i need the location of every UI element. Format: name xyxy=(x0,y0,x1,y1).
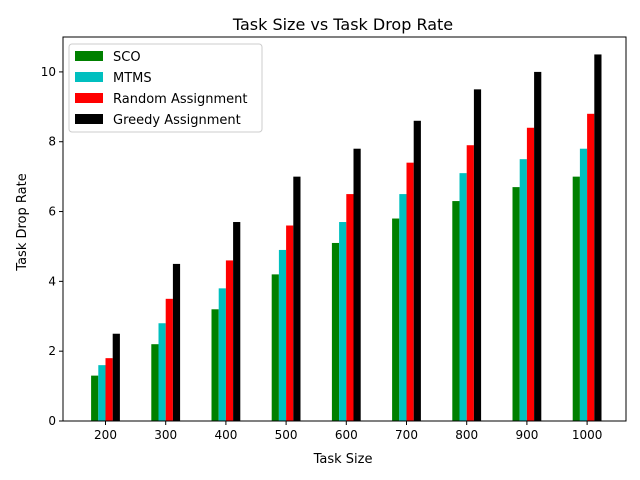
bar-greedy-assignment-700 xyxy=(413,120,421,421)
bar-greedy-assignment-400 xyxy=(233,222,241,421)
bar-random-assignment-1000 xyxy=(587,113,595,422)
legend-swatch-sco xyxy=(75,51,103,61)
y-tick-label-6: 6 xyxy=(48,205,56,219)
bar-greedy-assignment-300 xyxy=(172,263,181,421)
x-axis-label: Task Size xyxy=(313,452,373,467)
legend-label-random-assignment: Random Assignment xyxy=(113,92,248,107)
bar-random-assignment-700 xyxy=(406,162,414,422)
y-tick-label-2: 2 xyxy=(48,344,56,358)
bar-mtms-500 xyxy=(278,249,287,421)
bar-random-assignment-400 xyxy=(225,260,234,421)
bar-greedy-assignment-800 xyxy=(473,89,482,422)
x-tick-label-200: 200 xyxy=(94,428,117,442)
legend-label-sco: SCO xyxy=(113,50,141,65)
bar-mtms-600 xyxy=(339,222,347,421)
y-tick-label-0: 0 xyxy=(48,414,56,428)
bar-sco-800 xyxy=(452,201,460,421)
bar-mtms-900 xyxy=(519,159,527,421)
bar-sco-300 xyxy=(151,344,159,421)
axes-frame xyxy=(62,36,627,422)
x-tick-label-400: 400 xyxy=(214,428,237,442)
bar-random-assignment-600 xyxy=(346,194,354,421)
bar-sco-1000 xyxy=(572,176,580,421)
bar-mtms-200 xyxy=(98,365,106,421)
bar-sco-200 xyxy=(91,375,99,421)
bar-random-assignment-800 xyxy=(466,145,474,421)
y-tick-label-8: 8 xyxy=(48,135,56,149)
x-tick-label-900: 900 xyxy=(515,428,538,442)
plot-area: 200 300 400 500 600 700 800 900 1000 0 2 4 6 8 10 xyxy=(41,36,627,442)
bar-sco-500 xyxy=(271,274,279,421)
x-tick-label-700: 700 xyxy=(395,428,418,442)
legend-swatch-mtms xyxy=(75,72,103,82)
bar-greedy-assignment-600 xyxy=(353,148,361,421)
bar-mtms-800 xyxy=(459,173,467,421)
y-tick-label-4: 4 xyxy=(48,274,56,288)
y-tick-label-10: 10 xyxy=(41,65,56,79)
legend-label-greedy-assignment: Greedy Assignment xyxy=(113,113,241,128)
legend-swatch-greedy-assignment xyxy=(75,114,103,124)
chart-title: Task Size vs Task Drop Rate xyxy=(232,15,453,34)
legend-label-mtms: MTMS xyxy=(113,71,152,86)
bar-random-assignment-900 xyxy=(526,127,535,421)
bar-random-assignment-300 xyxy=(165,298,173,421)
x-tick-label-1000: 1000 xyxy=(572,428,603,442)
bar-random-assignment-200 xyxy=(105,358,113,421)
bar-greedy-assignment-200 xyxy=(112,333,120,421)
x-tick-label-600: 600 xyxy=(335,428,358,442)
x-tick-label-500: 500 xyxy=(275,428,298,442)
bar-greedy-assignment-500 xyxy=(293,176,301,421)
legend-box xyxy=(68,43,263,133)
bar-mtms-700 xyxy=(399,194,407,421)
x-tick-label-800: 800 xyxy=(455,428,478,442)
x-tick-label-300: 300 xyxy=(154,428,177,442)
bar-mtms-400 xyxy=(218,288,226,421)
bar-sco-400 xyxy=(211,309,219,421)
legend-swatch-random-assignment xyxy=(75,93,103,103)
legend: SCO MTMS Random Assignment Greedy Assignmen… xyxy=(68,43,263,133)
y-axis-label: Task Drop Rate xyxy=(15,173,30,271)
bar-mtms-1000 xyxy=(579,148,588,421)
bar-sco-900 xyxy=(512,187,520,421)
bar-greedy-assignment-900 xyxy=(534,71,542,421)
bar-sco-700 xyxy=(392,218,400,421)
bar-mtms-300 xyxy=(158,323,166,421)
bar-greedy-assignment-1000 xyxy=(594,54,602,421)
bar-sco-600 xyxy=(331,242,340,421)
bar-random-assignment-500 xyxy=(286,225,294,421)
